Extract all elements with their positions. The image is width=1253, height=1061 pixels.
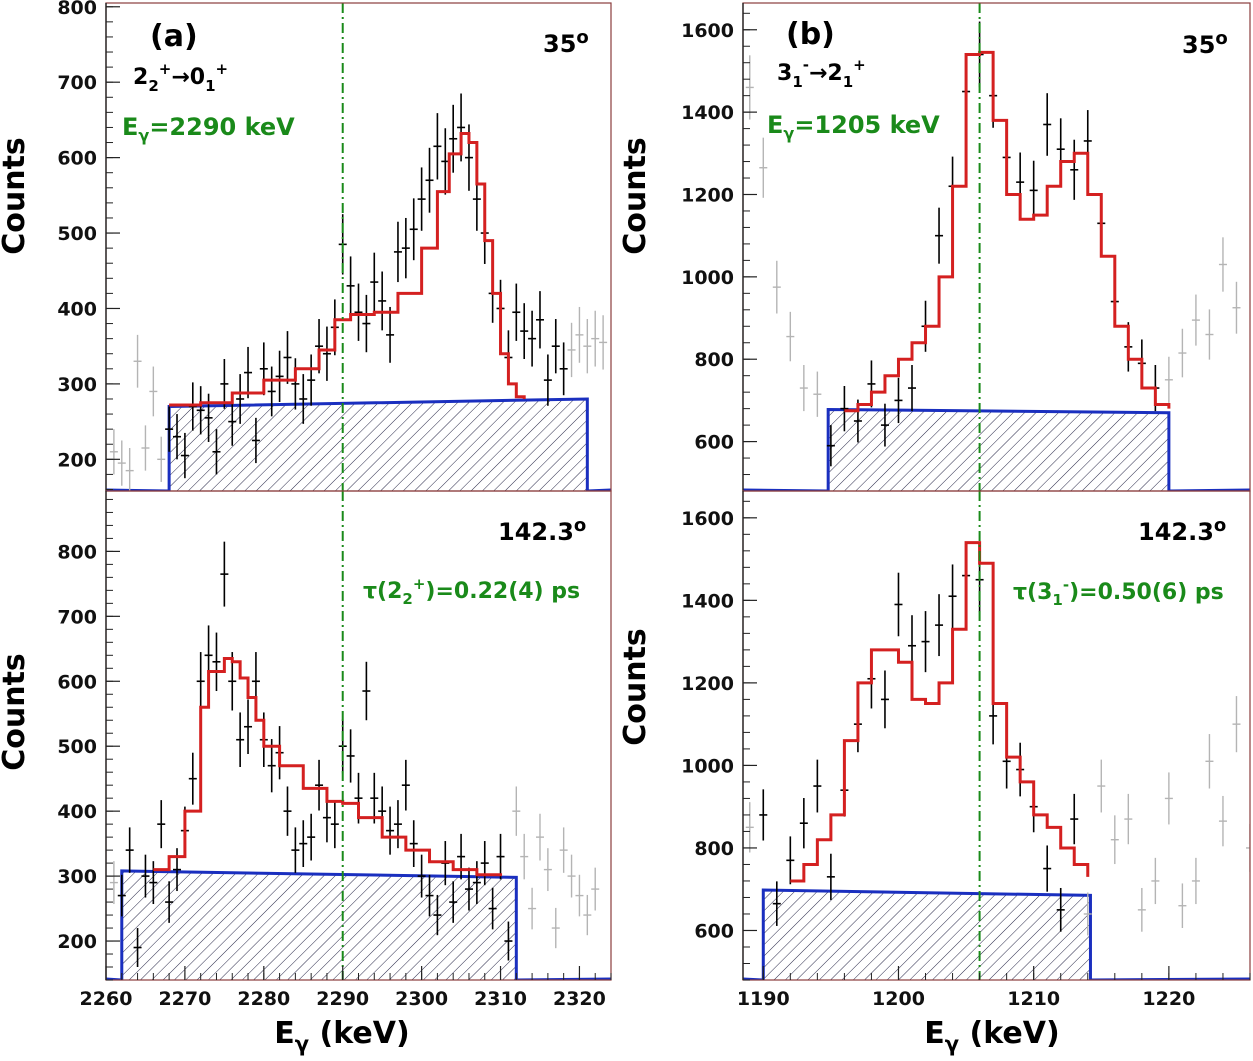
angle-label-b-top: 35o (1182, 28, 1228, 59)
background-fill (763, 890, 1091, 980)
x-tick-label: 1200 (872, 988, 925, 1010)
plot-area-3 (743, 491, 1250, 980)
energy-label-a: Eγ=2290 keV (122, 113, 295, 145)
y-tick-label: 500 (57, 736, 97, 758)
plot-area-2 (106, 491, 611, 980)
y-tick-label: 1000 (681, 755, 734, 777)
background-fill (121, 870, 517, 980)
y-tick-label: 400 (57, 801, 97, 823)
y-tick-label: 200 (57, 931, 97, 953)
x-tick-label: 2320 (553, 988, 606, 1010)
angle-label-a-top: 35o (543, 27, 589, 58)
y-tick-label: 700 (57, 72, 97, 94)
fit-line (169, 131, 526, 407)
y-tick-label: 600 (57, 148, 97, 170)
x-axis-label-a: Eγ (keV) (274, 1016, 409, 1056)
y-tick-label: 1400 (681, 590, 734, 612)
y-tick-label: 700 (57, 606, 97, 628)
x-tick-label: 1210 (1007, 988, 1060, 1010)
x-tick-label: 1190 (737, 988, 790, 1010)
x-tick-label: 2290 (316, 988, 369, 1010)
x-tick-label: 2270 (158, 988, 211, 1010)
panel-label-b: (b) (786, 17, 835, 52)
y-tick-label: 800 (57, 0, 97, 19)
angle-label-a-bottom: 142.3o (498, 515, 586, 546)
y-tick-label: 400 (57, 298, 97, 320)
y-tick-label: 800 (57, 541, 97, 563)
x-tick-label: 1220 (1142, 988, 1195, 1010)
x-axis-label-b: Eγ (keV) (924, 1016, 1059, 1056)
y-tick-label: 1600 (681, 508, 734, 530)
y-axis-label-a-bottom: Counts (0, 653, 32, 771)
background-fill (828, 409, 1169, 491)
fit-line (844, 50, 1171, 413)
y-tick-label: 1400 (681, 102, 734, 124)
x-tick-label: 2300 (395, 988, 448, 1010)
x-tick-label: 2310 (474, 988, 527, 1010)
lifetime-label-a: τ(22+)=0.22(4) ps (363, 575, 580, 608)
y-axis-label-b-bottom: Counts (618, 628, 653, 746)
panel-label-a: (a) (150, 19, 198, 54)
transition-label-a: 22+→01+ (133, 60, 228, 95)
y-tick-label: 800 (694, 349, 734, 371)
x-tick-label: 2260 (80, 988, 133, 1010)
background-fill (169, 398, 588, 491)
y-tick-label: 500 (57, 223, 97, 245)
y-tick-label: 1200 (681, 184, 734, 206)
y-axis-label-b-top: Counts (618, 137, 653, 255)
y-tick-label: 800 (694, 838, 734, 860)
y-tick-label: 300 (57, 866, 97, 888)
y-tick-label: 600 (57, 671, 97, 693)
fit-line (153, 657, 503, 877)
y-tick-label: 1000 (681, 267, 734, 289)
angle-label-b-bottom: 142.3o (1138, 515, 1226, 546)
transition-label-b: 31-→21+ (777, 56, 866, 91)
plot-area-0 (106, 3, 611, 491)
x-tick-label: 2280 (237, 988, 290, 1010)
energy-label-b: Eγ=1205 keV (767, 111, 940, 143)
y-tick-label: 1200 (681, 673, 734, 695)
y-tick-label: 200 (57, 449, 97, 471)
y-tick-label: 1600 (681, 20, 734, 42)
y-tick-label: 600 (694, 920, 734, 942)
fit-line (790, 541, 1090, 883)
lifetime-label-b: τ(31-)=0.50(6) ps (1013, 576, 1224, 609)
y-tick-label: 300 (57, 374, 97, 396)
y-axis-label-a-top: Counts (0, 137, 32, 255)
y-tick-label: 600 (694, 432, 734, 454)
